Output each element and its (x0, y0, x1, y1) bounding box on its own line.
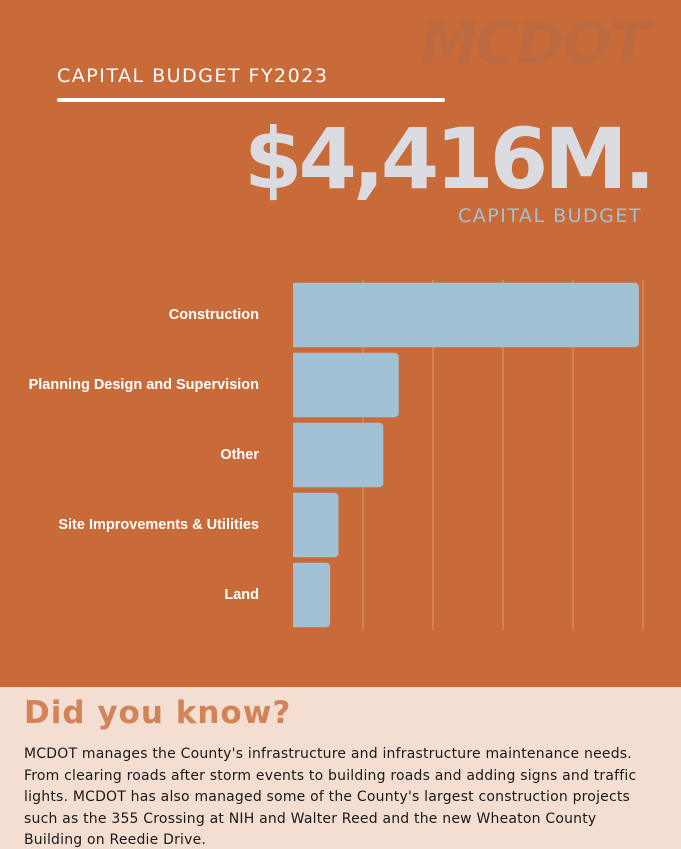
bar-edge (293, 422, 299, 488)
bar-edge (293, 282, 299, 348)
category-label: Construction (168, 307, 259, 323)
did-you-know-text: MCDOT manages the County's infrastructur… (24, 746, 637, 848)
category-label: Site Improvements & Utilities (58, 517, 259, 533)
budget-amount: $4,416M. (244, 110, 656, 208)
did-you-know-panel: Did you know? MCDOT manages the County's… (0, 687, 681, 849)
did-you-know-heading: Did you know? (24, 695, 292, 731)
category-label: Land (224, 587, 259, 603)
category-label: Other (220, 447, 259, 463)
budget-amount-label: CAPITAL BUDGET (458, 205, 642, 227)
title-underline (57, 98, 445, 102)
bar-edge (293, 562, 299, 628)
bar-site-improvements-utilities (293, 492, 339, 558)
mcdot-logo: MCDOT (420, 9, 649, 77)
bar-edge (293, 352, 299, 418)
chart-canvas (293, 280, 644, 630)
category-label: Planning Design and Supervision (28, 377, 259, 393)
page-title: CAPITAL BUDGET FY2023 (57, 65, 329, 87)
bar-land (293, 562, 331, 628)
bar-edge (293, 492, 299, 558)
bar-other (293, 422, 384, 488)
bar-construction (293, 282, 639, 348)
budget-panel: MCDOT CAPITAL BUDGET FY2023 $4,416M. CAP… (0, 9, 681, 640)
budget-bar-chart: Construction Planning Design and Supervis… (0, 270, 681, 640)
bar-planning-design-and-supervision (293, 352, 399, 418)
